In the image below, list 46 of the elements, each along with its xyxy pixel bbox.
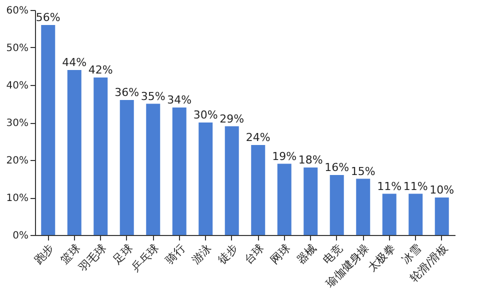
x-tick-label: 骑行 <box>163 242 188 267</box>
bar <box>304 168 318 235</box>
bar <box>408 194 423 235</box>
bar <box>277 164 292 235</box>
bar <box>224 126 239 235</box>
data-label: 11% <box>403 180 428 193</box>
x-tick-label: 网球 <box>268 242 293 267</box>
bar <box>120 100 134 235</box>
data-label: 44% <box>62 56 87 69</box>
y-tick-label: 50% <box>6 43 28 54</box>
bar <box>434 198 449 235</box>
x-tick-label: 器械 <box>294 242 320 267</box>
data-label: 35% <box>140 90 166 103</box>
y-tick-label: 20% <box>6 156 28 166</box>
y-tick-label: 30% <box>6 118 28 129</box>
data-label: 19% <box>272 150 297 163</box>
bar <box>146 104 160 235</box>
data-label: 30% <box>193 108 218 122</box>
bar <box>330 175 344 235</box>
bar <box>382 194 396 235</box>
bar <box>251 145 266 235</box>
bar <box>94 78 108 235</box>
data-label: 24% <box>246 131 270 144</box>
y-tick-label: 60% <box>6 6 28 16</box>
x-tick-label: 徒步 <box>216 242 240 267</box>
y-tick-label: 0% <box>12 230 28 242</box>
bar <box>41 25 56 235</box>
data-label: 10% <box>430 184 454 196</box>
bar <box>198 122 213 235</box>
data-label: 11% <box>377 180 402 193</box>
bar <box>172 108 186 235</box>
x-tick-label: 台球 <box>242 242 267 267</box>
bar <box>67 70 82 235</box>
data-label: 34% <box>167 94 192 106</box>
data-label: 56% <box>36 11 60 24</box>
data-label: 15% <box>350 164 376 178</box>
data-label: 36% <box>114 86 140 99</box>
x-tick-label: 跑步 <box>32 242 57 267</box>
data-label: 42% <box>88 64 113 76</box>
y-tick-label: 40% <box>6 80 28 92</box>
data-label: 16% <box>324 161 350 174</box>
bar <box>356 178 370 235</box>
x-tick-label: 游泳 <box>189 242 214 267</box>
y-tick-label: 10% <box>6 193 28 204</box>
data-label: 29% <box>220 112 244 126</box>
data-label: 18% <box>298 154 323 166</box>
